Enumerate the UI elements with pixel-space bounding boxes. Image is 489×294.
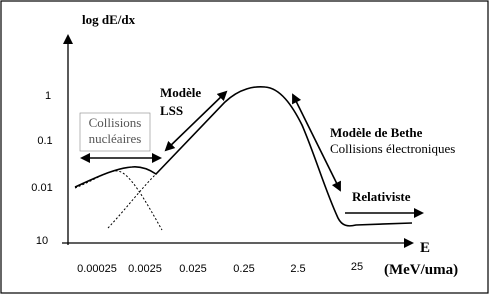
relativistic-label: Relativiste	[352, 189, 411, 204]
y-axis-label: log dE/dx	[82, 12, 136, 27]
x-axis-label: E	[420, 240, 430, 256]
lss-label: Modèle	[160, 85, 201, 100]
nuclear-box	[79, 112, 151, 152]
nuclear-label: Collisions	[89, 115, 142, 130]
y-tick-label: 0.1	[37, 135, 52, 147]
x-tick-label: 0.025	[179, 263, 207, 275]
lss-label: LSS	[160, 103, 183, 118]
lss-extension	[107, 173, 157, 229]
x-tick-label: 25	[351, 261, 363, 273]
bethe-title: Modèle de Bethe	[330, 125, 423, 140]
x-tick-label: 0.25	[233, 263, 254, 275]
stopping-curve	[74, 85, 413, 227]
y-tick-label: 10	[36, 235, 48, 247]
x-tick-label: 2.5	[290, 263, 305, 275]
x-tick-label: 0.0025	[128, 263, 162, 275]
x-tick-label: 0.00025	[77, 263, 117, 275]
y-tick-label: 0.01	[31, 182, 52, 194]
bethe-subtitle: Collisions électroniques	[330, 141, 455, 156]
bethe-arrow	[292, 93, 341, 192]
y-tick-label: 1	[45, 90, 51, 102]
nuclear-curve	[74, 170, 163, 231]
x-axis-unit: (MeV/uma)	[384, 262, 458, 278]
nuclear-label: nucléaires	[89, 131, 142, 146]
lss-arrow	[164, 90, 228, 152]
